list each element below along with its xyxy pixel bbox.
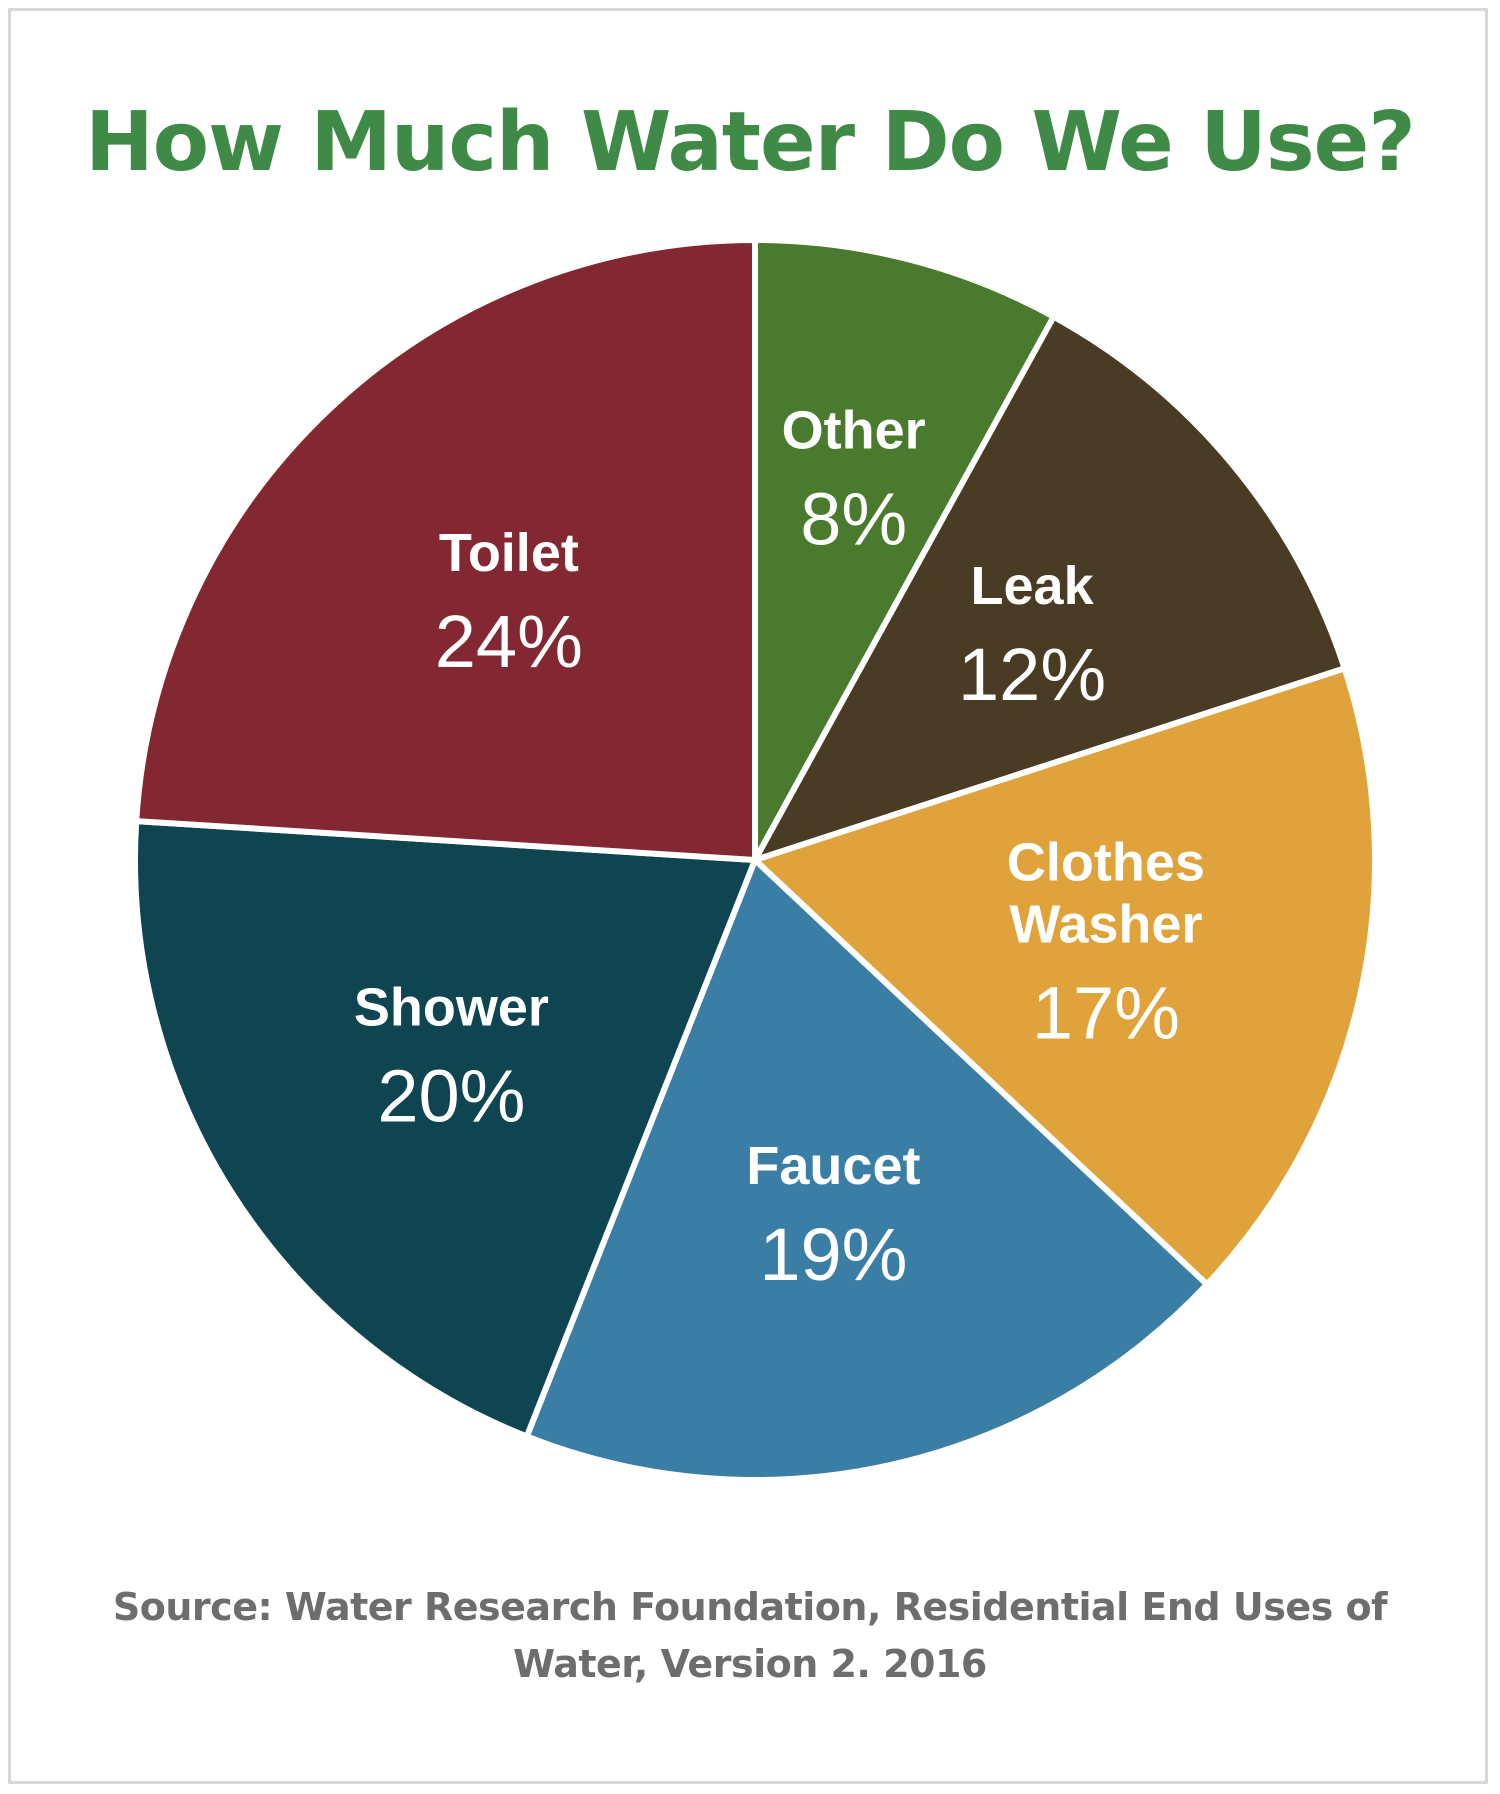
slice-category-label: Faucet <box>746 1136 920 1196</box>
pie-label-shower: Shower 20% <box>354 978 549 1138</box>
source-note-line1: Source: Water Research Foundation, Resid… <box>112 1585 1388 1629</box>
slice-category-label: Shower <box>354 978 549 1038</box>
pie-slice-shower <box>132 818 758 1440</box>
slice-category-label: Toilet <box>439 523 579 583</box>
pie-label-leak: Leak 12% <box>958 556 1106 716</box>
pie-slice-toilet <box>133 237 758 863</box>
pie-label-toilet: Toilet 24% <box>435 523 583 683</box>
slice-value-label: 24% <box>435 600 583 683</box>
pie-slice-other <box>752 237 1057 863</box>
slice-category-label: Washer <box>1009 894 1202 954</box>
pie-label-faucet: Faucet 19% <box>746 1136 920 1296</box>
slice-value-label: 19% <box>759 1213 907 1296</box>
slice-value-label: 17% <box>1032 971 1180 1054</box>
pie-slice-leak <box>752 313 1348 863</box>
slice-category-label: Leak <box>971 556 1095 616</box>
slice-value-label: 12% <box>958 633 1106 716</box>
pie-label-other: Other 8% <box>782 401 926 561</box>
slice-category-label: Other <box>782 401 926 461</box>
chart-title: How Much Water Do We Use? <box>85 95 1416 190</box>
slice-value-label: 8% <box>800 478 907 561</box>
slice-value-label: 20% <box>377 1055 525 1138</box>
slice-category-label: Clothes <box>1007 832 1205 892</box>
source-note-line2: Water, Version 2. 2016 <box>513 1642 987 1686</box>
pie-slice-clothes-washer <box>752 665 1378 1288</box>
